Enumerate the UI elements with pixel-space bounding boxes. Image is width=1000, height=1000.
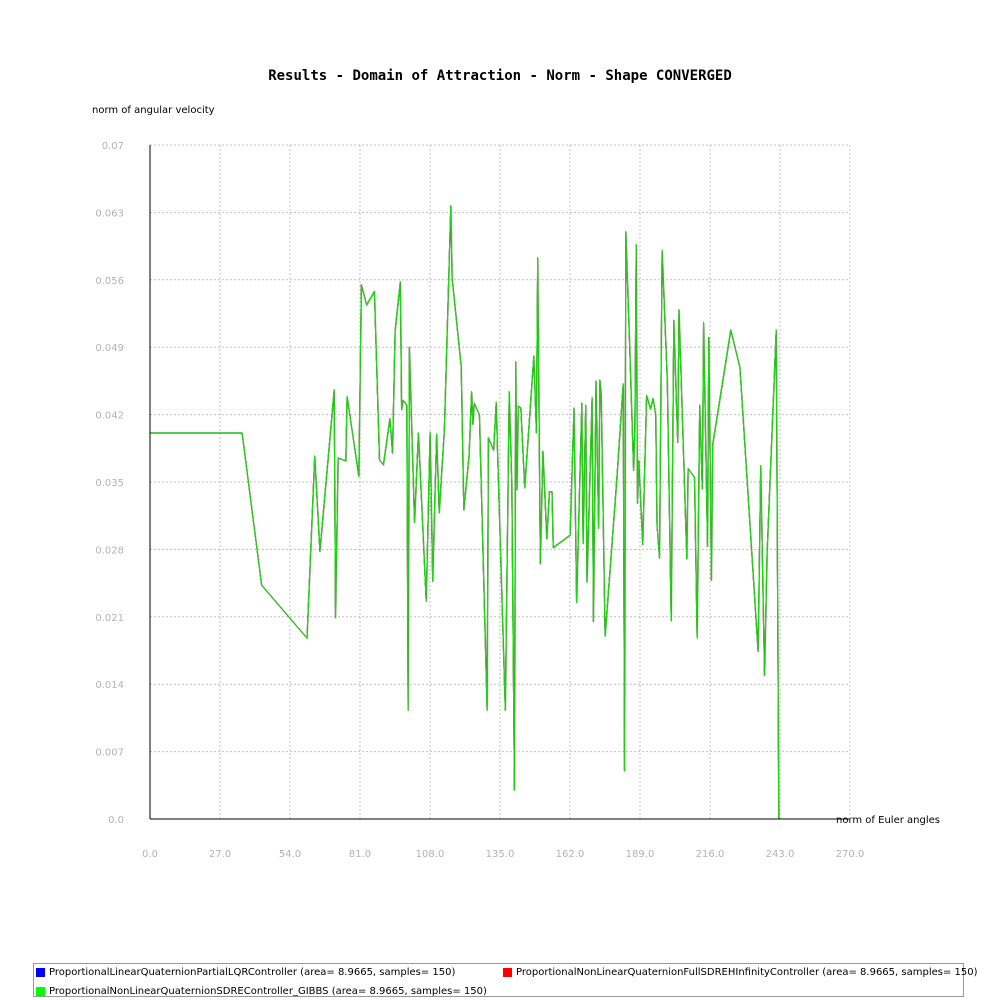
- y-tick-label: 0.028: [95, 545, 124, 556]
- x-tick-label: 270.0: [836, 849, 865, 860]
- y-axis-label: norm of angular velocity: [92, 105, 215, 116]
- tick-labels: 0.0 27.0 54.0 81.0 108.0 135.0 162.0 189.0 216.0…: [95, 141, 864, 860]
- x-tick-label: 0.0: [142, 849, 158, 860]
- y-tick-label: 0.07: [102, 141, 124, 152]
- y-tick-label: 0.0: [108, 815, 124, 826]
- legend-label: ProportionalLinearQuaternionPartialLQRCo…: [49, 967, 456, 978]
- series-line-1: [150, 205, 780, 820]
- axes: [149, 145, 850, 820]
- x-tick-label: 162.0: [556, 849, 585, 860]
- y-tick-label: 0.063: [95, 208, 124, 219]
- x-tick-label: 81.0: [349, 849, 371, 860]
- x-tick-label: 243.0: [766, 849, 795, 860]
- x-tick-label: 216.0: [696, 849, 725, 860]
- series-line-0: [150, 205, 780, 820]
- x-axis-label: norm of Euler angles: [836, 815, 940, 826]
- legend-item-hinfinity: ProportionalNonLinearQuaternionFullSDREH…: [503, 967, 978, 978]
- y-tick-label: 0.014: [95, 680, 124, 691]
- y-tick-label: 0.042: [95, 411, 124, 422]
- grid: [150, 144, 851, 819]
- legend-swatch-blue: [36, 968, 45, 977]
- y-tick-label: 0.049: [95, 343, 124, 354]
- chart-title: Results - Domain of Attraction - Norm - …: [268, 68, 732, 84]
- legend: ProportionalLinearQuaternionPartialLQRCo…: [33, 963, 978, 997]
- legend-label: ProportionalNonLinearQuaternionSDREContr…: [49, 986, 487, 997]
- y-tick-label: 0.035: [95, 478, 124, 489]
- y-tick-label: 0.021: [95, 613, 124, 624]
- x-tick-label: 108.0: [416, 849, 445, 860]
- series-line-shadow: [150, 206, 780, 820]
- legend-swatch-red: [503, 968, 512, 977]
- legend-item-lqr: ProportionalLinearQuaternionPartialLQRCo…: [36, 967, 455, 978]
- legend-item-gibbs: ProportionalNonLinearQuaternionSDREContr…: [36, 986, 487, 997]
- x-tick-label: 189.0: [626, 849, 655, 860]
- legend-swatch-green: [36, 987, 45, 996]
- legend-label: ProportionalNonLinearQuaternionFullSDREH…: [516, 967, 978, 978]
- series-line-2: [150, 205, 780, 820]
- y-tick-label: 0.007: [95, 748, 124, 759]
- x-tick-label: 135.0: [486, 849, 515, 860]
- y-tick-label: 0.056: [95, 276, 124, 287]
- x-tick-label: 54.0: [279, 849, 301, 860]
- series-lines: [150, 205, 780, 820]
- plot-area: 0.0 27.0 54.0 81.0 108.0 135.0 162.0 189.0 216.0…: [95, 141, 864, 860]
- x-tick-label: 27.0: [209, 849, 231, 860]
